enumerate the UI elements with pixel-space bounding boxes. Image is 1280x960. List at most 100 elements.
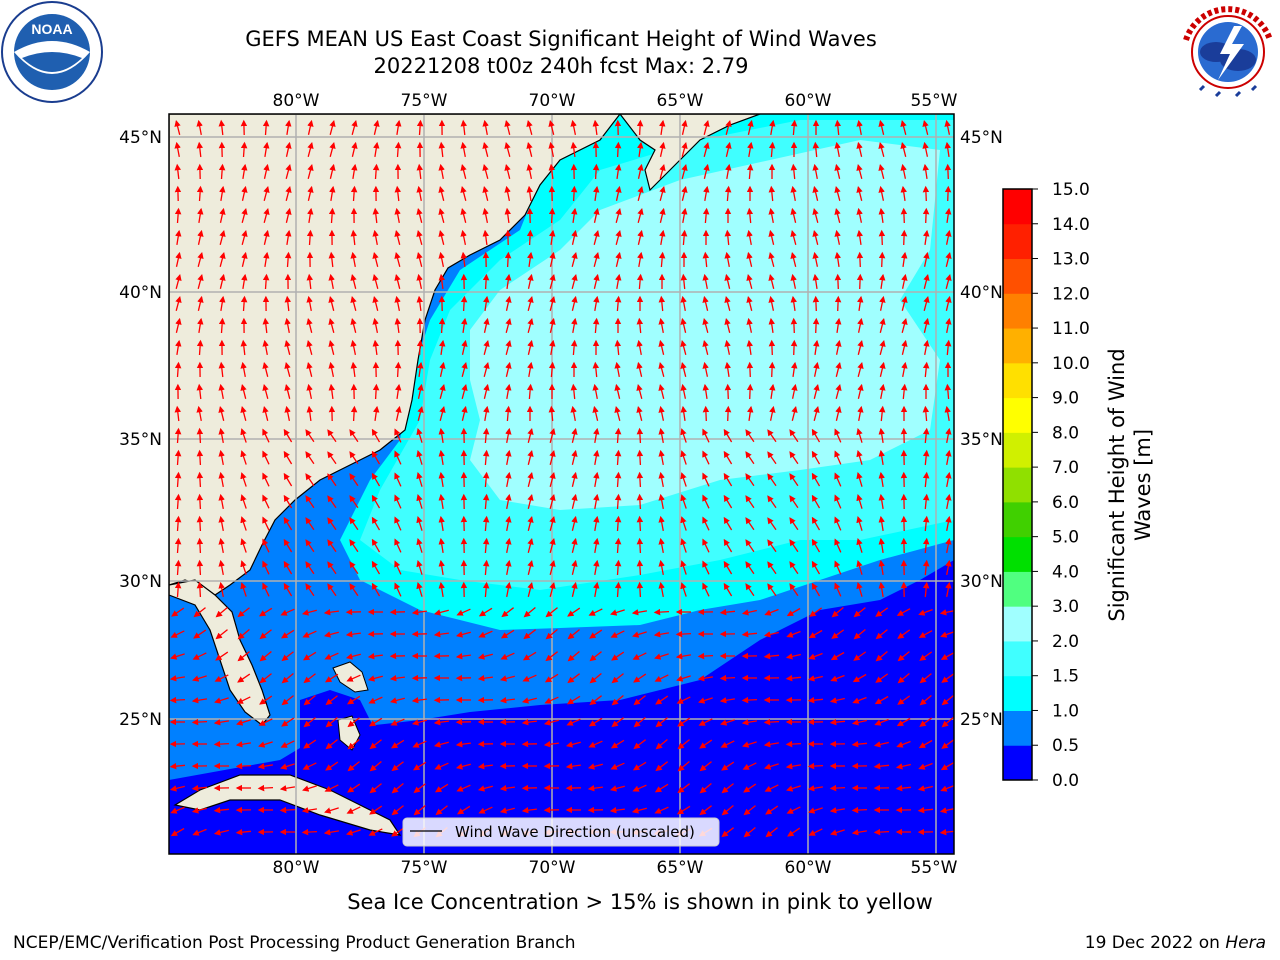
wave-direction-arrow (768, 251, 775, 267)
wave-direction-arrow (285, 119, 292, 136)
colorbar-segment (1003, 501, 1032, 538)
wave-direction-arrow (416, 516, 423, 531)
wave-direction-arrow (811, 450, 821, 465)
wave-direction-arrow (879, 273, 886, 289)
wave-direction-arrow (790, 185, 797, 202)
wave-direction-arrow (633, 739, 646, 750)
wave-direction-arrow (570, 405, 577, 422)
colorbar-tick-label: 11.0 (1052, 319, 1090, 339)
wave-direction-arrow (505, 339, 512, 355)
wave-direction-arrow (305, 495, 315, 509)
wave-direction-arrow (851, 719, 867, 726)
wave-direction-arrow (483, 339, 490, 355)
wave-direction-arrow (790, 317, 798, 334)
map-legend: Wind Wave Direction (unscaled) (402, 817, 720, 847)
wave-direction-arrow (853, 651, 867, 661)
wave-direction-arrow (896, 717, 911, 727)
wave-direction-arrow (900, 119, 907, 135)
wave-direction-arrow (941, 695, 954, 706)
wave-direction-arrow (280, 740, 295, 748)
wave-direction-arrow (571, 295, 578, 311)
wave-direction-arrow (523, 607, 536, 618)
wave-direction-arrow (834, 295, 842, 312)
lon-label-bottom: 80°W (273, 858, 320, 878)
wave-direction-arrow (702, 317, 709, 333)
wave-direction-arrow (742, 741, 757, 748)
wave-direction-arrow (213, 829, 229, 836)
wave-direction-arrow (636, 317, 644, 334)
wave-direction-arrow (263, 251, 270, 268)
wave-direction-arrow (878, 427, 885, 444)
wave-direction-arrow (636, 581, 644, 598)
wave-direction-arrow (174, 471, 182, 488)
wave-direction-arrow (328, 383, 335, 399)
wave-direction-arrow (170, 653, 185, 660)
wave-direction-arrow (283, 516, 293, 531)
wave-direction-arrow (237, 651, 250, 662)
wave-direction-arrow (262, 405, 269, 421)
wave-direction-arrow (724, 317, 731, 333)
wave-direction-arrow (571, 251, 578, 267)
wave-direction-arrow (521, 697, 537, 704)
wave-direction-arrow (680, 582, 687, 597)
wave-direction-arrow (527, 493, 534, 509)
wave-direction-arrow (808, 828, 823, 836)
wave-direction-arrow (919, 651, 933, 661)
wave-direction-arrow (658, 449, 665, 466)
wave-direction-arrow (240, 141, 248, 158)
wave-direction-arrow (504, 141, 511, 157)
wave-direction-arrow (941, 717, 954, 728)
wave-direction-arrow (878, 251, 886, 268)
wave-direction-arrow (699, 783, 712, 794)
wave-direction-arrow (416, 428, 423, 443)
wave-direction-arrow (658, 515, 665, 532)
wave-direction-arrow (549, 449, 556, 465)
wave-direction-arrow (831, 629, 845, 639)
wave-direction-arrow (373, 119, 380, 135)
wave-direction-arrow (923, 273, 930, 289)
wave-direction-arrow (196, 493, 204, 510)
wave-direction-arrow (548, 141, 555, 158)
wave-direction-arrow (417, 383, 424, 399)
wave-direction-arrow (945, 317, 952, 334)
wave-direction-arrow (240, 405, 247, 421)
chart-title: GEFS MEAN US East Coast Significant Heig… (245, 27, 877, 51)
wave-direction-arrow (741, 719, 758, 726)
wave-direction-arrow (439, 383, 446, 399)
wave-direction-arrow (527, 427, 534, 443)
wave-direction-arrow (240, 450, 247, 465)
wave-direction-arrow (676, 675, 691, 682)
wave-direction-arrow (745, 539, 755, 553)
wave-direction-arrow (680, 229, 688, 246)
wave-direction-arrow (812, 295, 820, 312)
wave-direction-arrow (371, 428, 381, 443)
wave-direction-arrow (918, 608, 933, 616)
wave-direction-arrow (945, 581, 952, 598)
wave-direction-arrow (636, 537, 644, 554)
wave-direction-arrow (939, 609, 954, 616)
wave-direction-arrow (347, 739, 360, 750)
wave-direction-arrow (438, 229, 445, 245)
wave-direction-arrow (945, 515, 952, 532)
wave-direction-arrow (192, 675, 207, 682)
wave-direction-arrow (235, 762, 252, 770)
wave-direction-arrow (703, 141, 710, 157)
wave-direction-arrow (351, 163, 358, 180)
wave-direction-arrow (592, 383, 599, 400)
wave-direction-arrow (218, 449, 225, 466)
wave-direction-arrow (305, 473, 315, 487)
wave-direction-arrow (592, 317, 600, 334)
wave-direction-arrow (499, 807, 515, 814)
wave-direction-arrow (455, 653, 471, 660)
wave-direction-arrow (593, 581, 600, 598)
wave-direction-arrow (659, 141, 666, 157)
wave-direction-arrow (262, 538, 270, 553)
wave-direction-arrow (614, 427, 622, 444)
wave-direction-arrow (218, 361, 226, 378)
wave-direction-arrow (218, 163, 226, 180)
wave-direction-arrow (566, 718, 581, 726)
colorbar-segment (1003, 223, 1032, 260)
wave-direction-arrow (371, 494, 381, 509)
wave-direction-arrow (614, 405, 621, 421)
wave-direction-arrow (566, 695, 581, 705)
